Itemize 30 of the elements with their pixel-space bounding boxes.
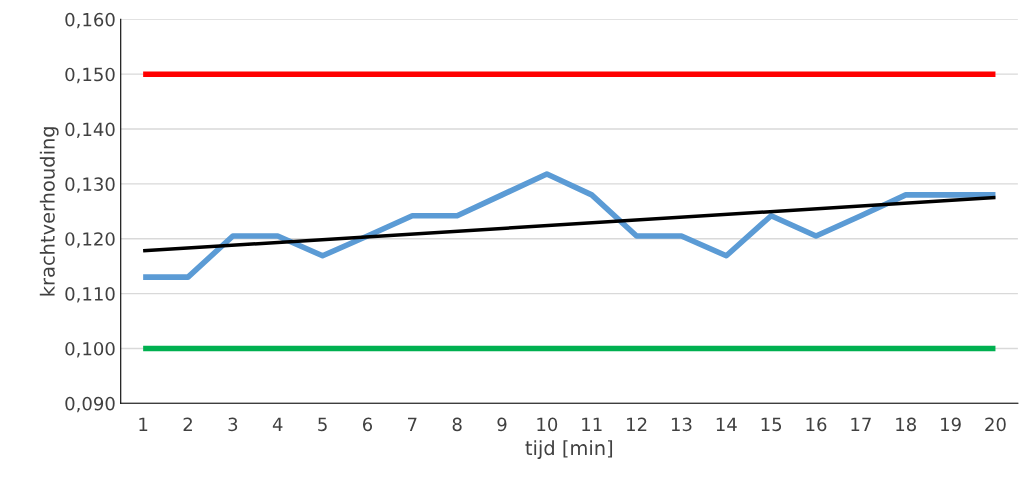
- x-tick-label: 16: [806, 417, 827, 432]
- x-tick-label: 10: [537, 417, 558, 432]
- y-tick-label: 0,090: [65, 396, 115, 413]
- x-tick-label: 9: [497, 417, 507, 432]
- x-axis-title: tijd [min]: [525, 440, 613, 460]
- y-tick-label: 0,120: [65, 232, 115, 248]
- y-tick-label: 0,150: [65, 67, 115, 84]
- x-tick-label: 17: [851, 417, 871, 431]
- y-tick-label: 0,100: [65, 341, 115, 358]
- x-tick-label: 3: [228, 417, 238, 432]
- y-tick-label: 0,110: [65, 287, 115, 303]
- x-tick-label: 12: [627, 417, 647, 431]
- y-tick-label: 0,140: [65, 122, 115, 138]
- x-tick-label: 4: [272, 417, 283, 431]
- x-tick-label: 20: [985, 417, 1006, 432]
- x-tick-label: 5: [318, 417, 327, 432]
- x-tick-label: 1: [139, 417, 148, 431]
- x-tick-label: 8: [452, 417, 462, 432]
- x-tick-label: 15: [761, 417, 782, 432]
- x-tick-label: 11: [582, 417, 602, 431]
- x-tick-label: 14: [716, 417, 737, 431]
- x-tick-label: 19: [941, 417, 961, 432]
- x-tick-label: 6: [362, 417, 373, 432]
- y-tick-label: 0,130: [65, 177, 115, 193]
- y-tick-label: 0,160: [65, 12, 115, 29]
- x-tick-label: 13: [671, 417, 692, 432]
- y-axis-title: krachtverhouding: [39, 127, 59, 296]
- x-tick-label: 2: [183, 417, 192, 431]
- x-tick-label: 7: [408, 417, 417, 431]
- x-tick-label: 18: [896, 417, 916, 432]
